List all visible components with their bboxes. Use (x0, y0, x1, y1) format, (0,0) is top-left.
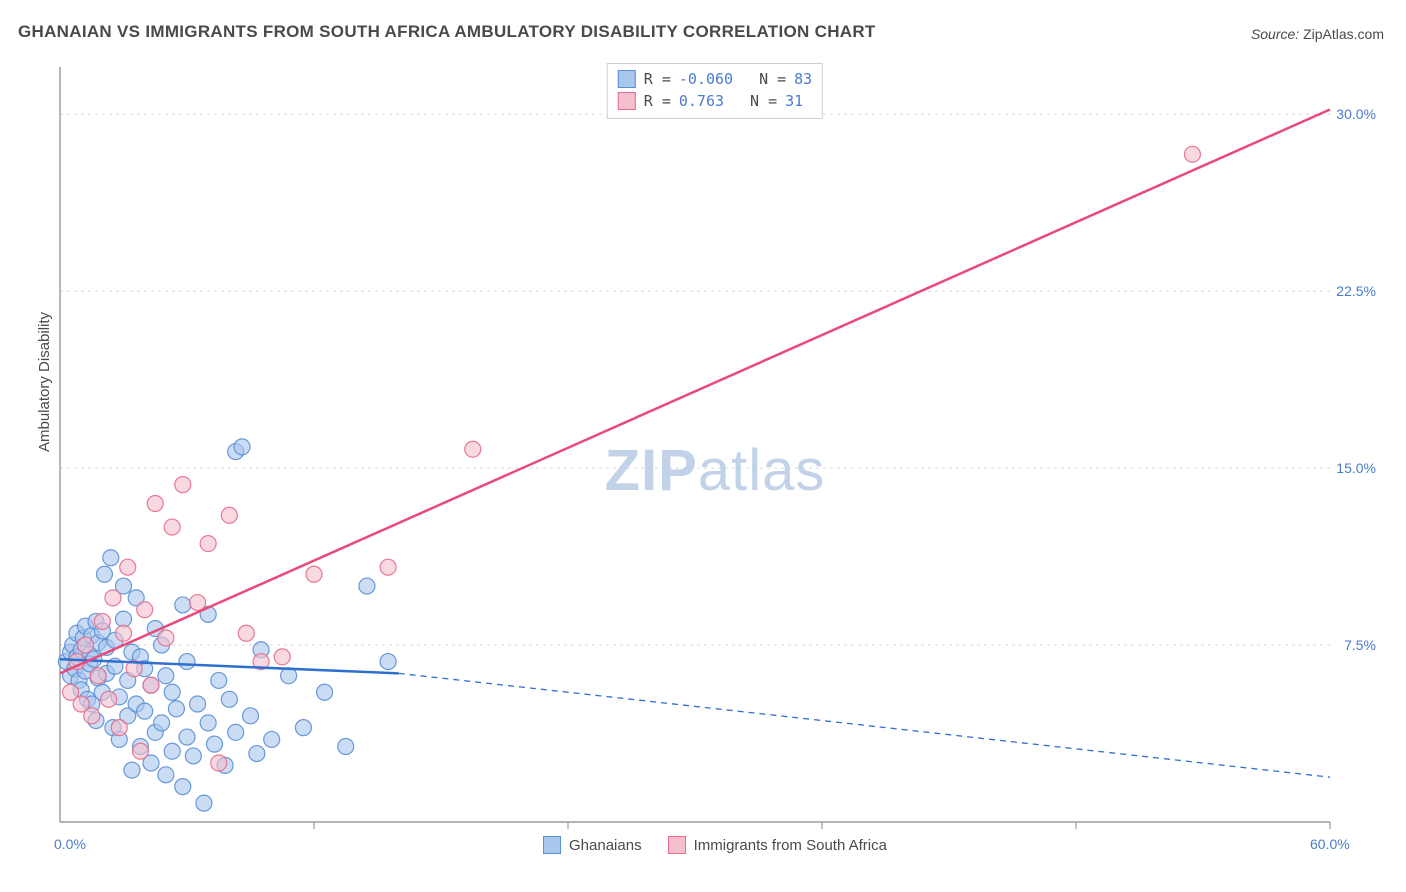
bottom-legend: Ghanaians Immigrants from South Africa (543, 836, 887, 854)
legend-item-1: Ghanaians (543, 836, 642, 854)
source-value: ZipAtlas.com (1303, 26, 1384, 42)
r-value-2: 0.763 (679, 92, 724, 110)
scatter-chart (50, 62, 1380, 862)
legend-swatch-2 (668, 836, 686, 854)
r-label-2: R = (644, 92, 671, 110)
legend-item-2: Immigrants from South Africa (668, 836, 887, 854)
n-value-2: 31 (785, 92, 803, 110)
correlation-row-1: R = -0.060 N = 83 (618, 68, 812, 90)
y-tick-label: 15.0% (1336, 460, 1376, 476)
r-label-1: R = (644, 70, 671, 88)
correlation-row-2: R = 0.763 N = 31 (618, 90, 812, 112)
x-tick-label: 60.0% (1310, 836, 1350, 852)
legend-label-1: Ghanaians (569, 837, 642, 854)
n-label-2: N = (750, 92, 777, 110)
swatch-series-1 (618, 70, 636, 88)
source-attribution: Source: ZipAtlas.com (1251, 26, 1384, 42)
legend-swatch-1 (543, 836, 561, 854)
y-tick-label: 22.5% (1336, 283, 1376, 299)
swatch-series-2 (618, 92, 636, 110)
legend-label-2: Immigrants from South Africa (694, 837, 887, 854)
chart-title: GHANAIAN VS IMMIGRANTS FROM SOUTH AFRICA… (18, 22, 876, 42)
chart-area: Ambulatory Disability ZIPatlas R = -0.06… (50, 62, 1380, 862)
source-label: Source: (1251, 26, 1299, 42)
n-value-1: 83 (794, 70, 812, 88)
correlation-legend-box: R = -0.060 N = 83 R = 0.763 N = 31 (607, 63, 823, 119)
x-tick-label: 0.0% (54, 836, 86, 852)
y-tick-label: 30.0% (1336, 106, 1376, 122)
y-tick-label: 7.5% (1344, 637, 1376, 653)
n-label-1: N = (759, 70, 786, 88)
r-value-1: -0.060 (679, 70, 733, 88)
